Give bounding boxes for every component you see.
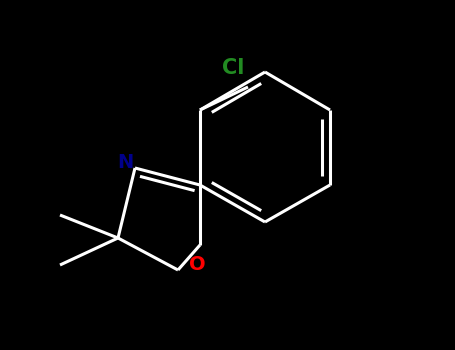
Text: Cl: Cl [222,58,244,78]
Text: O: O [189,254,205,273]
Text: N: N [117,154,133,173]
